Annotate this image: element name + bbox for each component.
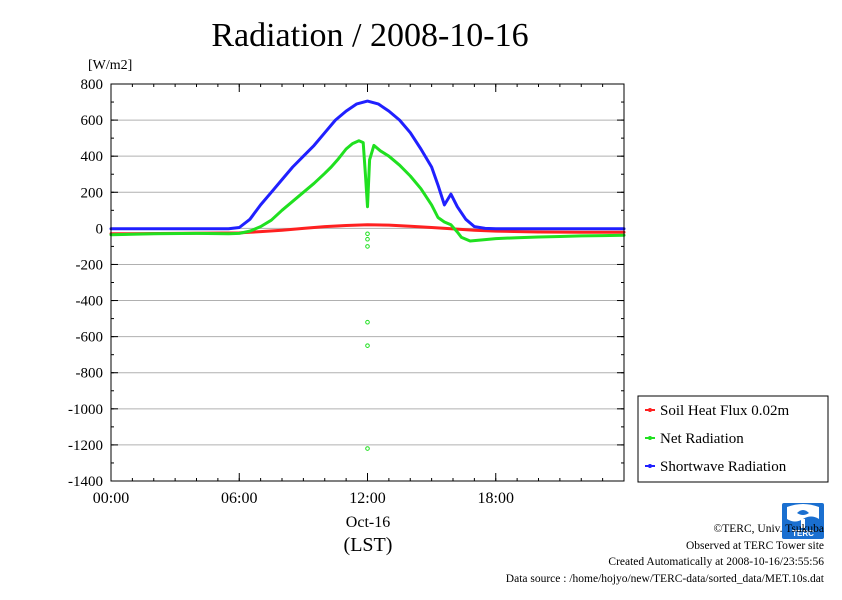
- legend-label: Shortwave Radiation: [660, 459, 787, 475]
- data-point-marker: [366, 232, 370, 236]
- copyright-text: ©TERC, Univ. Tsukuba: [506, 521, 824, 538]
- x-tick-label: 12:00: [349, 490, 385, 507]
- grid-lines: [111, 84, 624, 481]
- y-tick-label: 400: [81, 149, 104, 165]
- y-tick-label: -200: [76, 257, 104, 273]
- x-axis-label: (LST): [344, 534, 393, 556]
- series-lines: [111, 101, 624, 241]
- data-source-text: Data source : /home/hojyo/new/TERC-data/…: [506, 571, 824, 588]
- data-point-marker: [366, 237, 370, 241]
- y-tick-label: -1200: [68, 438, 103, 454]
- y-tick-label: 200: [81, 185, 104, 201]
- y-tick-label: 0: [96, 221, 104, 237]
- y-tick-label: -800: [76, 366, 104, 382]
- y-tick-label: 800: [81, 77, 104, 93]
- y-tick-label: -1000: [68, 402, 103, 418]
- x-tick-label: 18:00: [478, 490, 514, 507]
- data-point-marker: [366, 344, 370, 348]
- x-tick-label: 06:00: [221, 490, 257, 507]
- legend: Soil Heat Flux 0.02m Net Radiation Shortwa…: [638, 396, 828, 482]
- data-point-marker: [366, 245, 370, 249]
- y-tick-label: -600: [76, 330, 104, 346]
- chart-title: Radiation / 2008-10-16: [211, 17, 528, 54]
- legend-label: Soil Heat Flux 0.02m: [660, 403, 790, 419]
- observed-at-text: Observed at TERC Tower site: [506, 538, 824, 555]
- data-point-marker: [366, 320, 370, 324]
- y-tick-label: 600: [81, 113, 104, 129]
- data-point-marker: [366, 447, 370, 451]
- plot-frame: [111, 84, 624, 481]
- y-axis-unit-label: [W/m2]: [88, 58, 132, 73]
- y-axis-ticks: 800 600 400 200 0 -200 -400 -600 -800 -1000 -1200 -…: [68, 77, 624, 490]
- x-axis-date-label: Oct-16: [346, 514, 390, 531]
- y-tick-label: -400: [76, 294, 104, 310]
- x-axis-ticks: 00:00 06:00 12:00 18:00: [93, 84, 624, 507]
- legend-label: Net Radiation: [660, 431, 744, 447]
- y-tick-label: -1400: [68, 474, 103, 490]
- created-at-text: Created Automatically at 2008-10-16/23:5…: [506, 554, 824, 571]
- credits-block: ©TERC, Univ. Tsukuba Observed at TERC To…: [506, 521, 824, 587]
- x-tick-label: 00:00: [93, 490, 129, 507]
